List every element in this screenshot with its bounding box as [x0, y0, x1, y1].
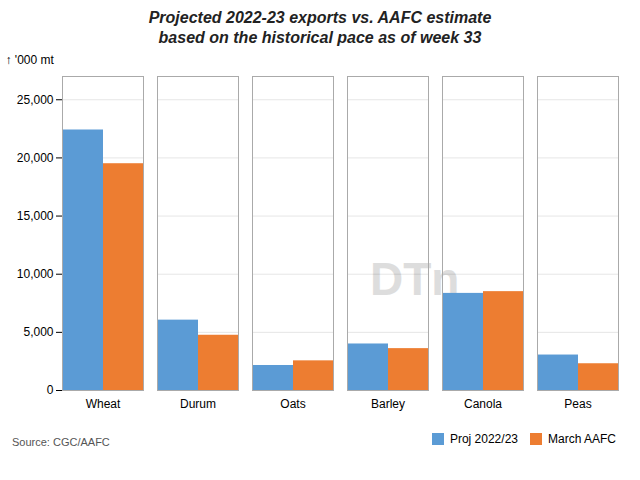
- html-text:DTn: DTn: [370, 253, 460, 305]
- svg-text:5,000: 5,000: [23, 325, 53, 339]
- html-text:Proj 2022/23: Proj 2022/23: [449, 431, 518, 446]
- svg-text:Oats: Oats: [280, 397, 305, 411]
- svg-text:Barley: Barley: [371, 397, 405, 411]
- svg-text:Durum: Durum: [180, 397, 216, 411]
- svg-text:0: 0: [47, 383, 54, 397]
- svg-text:Wheat: Wheat: [86, 397, 121, 411]
- svg-text:25,000: 25,000: [17, 93, 54, 107]
- svg-text:Peas: Peas: [564, 397, 591, 411]
- svg-text:↑ '000 mt: ↑ '000 mt: [6, 53, 55, 67]
- svg-text:20,000: 20,000: [17, 151, 54, 165]
- html-text:March AAFC: March AAFC: [548, 431, 616, 446]
- svg-text:Canola: Canola: [464, 397, 502, 411]
- html-text:Source: CGC/AAFC: Source: CGC/AAFC: [12, 435, 110, 448]
- svg-text:15,000: 15,000: [17, 209, 54, 223]
- html-text:Projected 2022-23 exports vs.: Projected 2022-23 exports vs. AAFC estim…: [148, 9, 492, 46]
- svg-text:10,000: 10,000: [17, 267, 54, 281]
